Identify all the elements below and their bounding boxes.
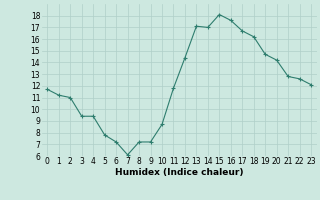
- X-axis label: Humidex (Indice chaleur): Humidex (Indice chaleur): [115, 168, 244, 177]
